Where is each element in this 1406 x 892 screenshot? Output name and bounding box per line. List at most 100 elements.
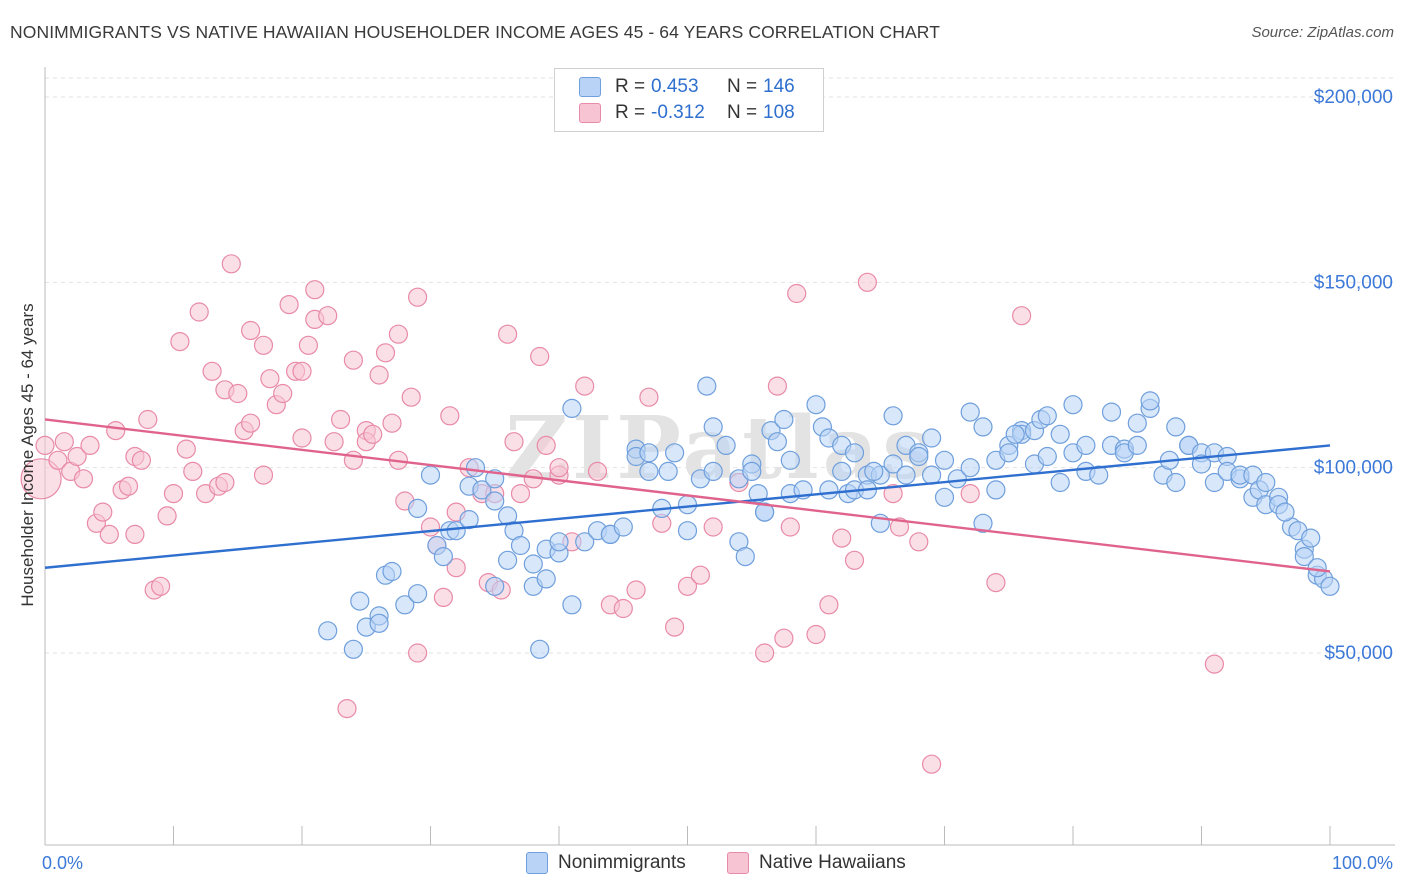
native-hawaiians-point bbox=[331, 409, 351, 430]
axes bbox=[44, 67, 1395, 846]
native-hawaiians-point bbox=[703, 517, 723, 537]
native-hawaiians-point bbox=[844, 550, 865, 570]
nonimmigrants-point bbox=[350, 591, 370, 611]
nonimmigrants-point bbox=[562, 398, 582, 418]
nonimmigrants-point bbox=[677, 495, 698, 515]
native-hawaiians-point bbox=[504, 432, 524, 452]
nonimmigrants-point bbox=[697, 376, 717, 396]
nonimmigrants-point bbox=[1037, 406, 1057, 426]
native-hawaiians-point bbox=[388, 324, 408, 344]
source-label: Source: ZipAtlas.com bbox=[1251, 24, 1394, 41]
nonimmigrants-point bbox=[1256, 472, 1276, 493]
native-hawaiians-point bbox=[382, 413, 402, 433]
nonimmigrants-point bbox=[1204, 472, 1225, 493]
native-hawaiians-point bbox=[80, 435, 100, 455]
native-hawaiians-point bbox=[690, 565, 711, 585]
native-hawaiians-point bbox=[138, 409, 158, 430]
legend-swatch-pink bbox=[579, 103, 601, 123]
y-tick-label: $50,000 bbox=[1324, 643, 1393, 664]
native-hawaiians-point bbox=[228, 383, 248, 404]
native-hawaiians-point bbox=[67, 446, 87, 467]
native-hawaiians-point bbox=[189, 302, 209, 322]
nonimmigrants-point bbox=[909, 446, 929, 467]
nonimmigrants-point bbox=[318, 621, 338, 641]
nonimmigrants-point bbox=[459, 509, 479, 530]
native-hawaiians-point bbox=[369, 365, 389, 385]
nonimmigrants-point bbox=[921, 428, 942, 448]
nonimmigrants-point bbox=[1166, 417, 1186, 437]
y-tick-label: $100,000 bbox=[1314, 458, 1393, 479]
nonimmigrants-point bbox=[1089, 465, 1109, 485]
nonimmigrants-point bbox=[716, 435, 736, 455]
native-hawaiians-point bbox=[626, 580, 646, 600]
nonimmigrants-point bbox=[883, 454, 903, 474]
native-hawaiians-point bbox=[664, 617, 685, 637]
nonimmigrants-point bbox=[1063, 395, 1083, 415]
native-hawaiians-point bbox=[780, 517, 800, 537]
native-hawaiians-point bbox=[151, 576, 171, 596]
native-hawaiians-point bbox=[253, 465, 274, 485]
nonimmigrants-point bbox=[498, 550, 518, 570]
native-hawaiians-point bbox=[54, 432, 74, 452]
bottom-legend-item-nonimmigrants[interactable]: Nonimmigrants bbox=[526, 852, 686, 874]
native-hawaiians-point bbox=[157, 506, 177, 526]
native-hawaiians-point bbox=[446, 558, 466, 578]
native-hawaiians-point bbox=[298, 335, 318, 355]
legend-r-label: R = bbox=[615, 76, 646, 97]
native-hawaiians-point bbox=[613, 598, 633, 619]
bottom-legend-item-native-hawaiians[interactable]: Native Hawaiians bbox=[727, 852, 906, 874]
native-hawaiians-point bbox=[433, 587, 453, 608]
chart-title: NONIMMIGRANTS VS NATIVE HAWAIIAN HOUSEHO… bbox=[10, 22, 940, 42]
nonimmigrants-point bbox=[677, 521, 698, 541]
nonimmigrants-point bbox=[754, 502, 775, 522]
nonimmigrants-point bbox=[735, 546, 755, 567]
nonimmigrants-trend-line bbox=[44, 444, 1331, 569]
nonimmigrants-point bbox=[658, 461, 678, 481]
gridlines bbox=[45, 77, 1395, 654]
native-hawaiians-point bbox=[510, 484, 531, 504]
legend-n-label: N = bbox=[727, 76, 758, 97]
native-hawaiians-point bbox=[832, 528, 852, 548]
native-hawaiians-point bbox=[176, 439, 196, 459]
native-hawaiians-point bbox=[909, 532, 929, 552]
nonimmigrants-point bbox=[1127, 435, 1147, 455]
legend-n-label: N = bbox=[727, 102, 758, 123]
legend-n-value: 146 bbox=[763, 76, 795, 97]
native-hawaiians-point bbox=[787, 283, 807, 304]
native-hawaiians-point bbox=[530, 346, 550, 367]
legend-row-native-hawaiians: R = -0.312 N = 108 bbox=[579, 101, 795, 125]
nonimmigrants-point bbox=[774, 409, 794, 430]
native-hawaiians-point bbox=[883, 484, 903, 504]
nonimmigrants-point bbox=[947, 469, 967, 489]
nonimmigrants-point bbox=[1050, 424, 1070, 444]
native-hawaiians-trend-line bbox=[44, 418, 1331, 573]
nonimmigrants-point bbox=[420, 465, 441, 485]
native-hawaiians-point bbox=[343, 350, 363, 370]
nonimmigrants-point bbox=[1166, 472, 1186, 493]
nonimmigrants-point bbox=[1140, 391, 1160, 411]
nonimmigrants-point bbox=[1301, 528, 1321, 548]
native-hawaiians-point bbox=[215, 472, 235, 493]
nonimmigrants-point bbox=[742, 461, 762, 481]
native-hawaiians-point bbox=[408, 287, 428, 307]
tick-labels: $50,000 $100,000 $150,000 $200,000 0.0% 100.0… bbox=[42, 87, 1393, 873]
nonimmigrants-point bbox=[485, 491, 505, 511]
nonimmigrants-point bbox=[767, 432, 788, 452]
nonimmigrants-point bbox=[960, 458, 980, 478]
nonimmigrants-point bbox=[549, 532, 569, 552]
nonimmigrants-point bbox=[1191, 454, 1212, 474]
nonimmigrants-point bbox=[446, 521, 466, 541]
nonimmigrants-point bbox=[999, 443, 1019, 463]
nonimmigrants-point bbox=[382, 561, 402, 582]
nonimmigrants-point bbox=[395, 595, 415, 615]
native-hawaiians-point bbox=[420, 517, 441, 537]
legend-n-value: 108 bbox=[763, 102, 795, 123]
nonimmigrants-point bbox=[562, 595, 582, 615]
nonimmigrants-point bbox=[485, 576, 505, 596]
native-hawaiians-point bbox=[1204, 654, 1225, 674]
native-hawaiians-point bbox=[170, 332, 190, 352]
native-hawaiians-point bbox=[118, 476, 139, 496]
nonimmigrants-point bbox=[639, 443, 659, 463]
native-hawaiians-point bbox=[292, 361, 312, 381]
